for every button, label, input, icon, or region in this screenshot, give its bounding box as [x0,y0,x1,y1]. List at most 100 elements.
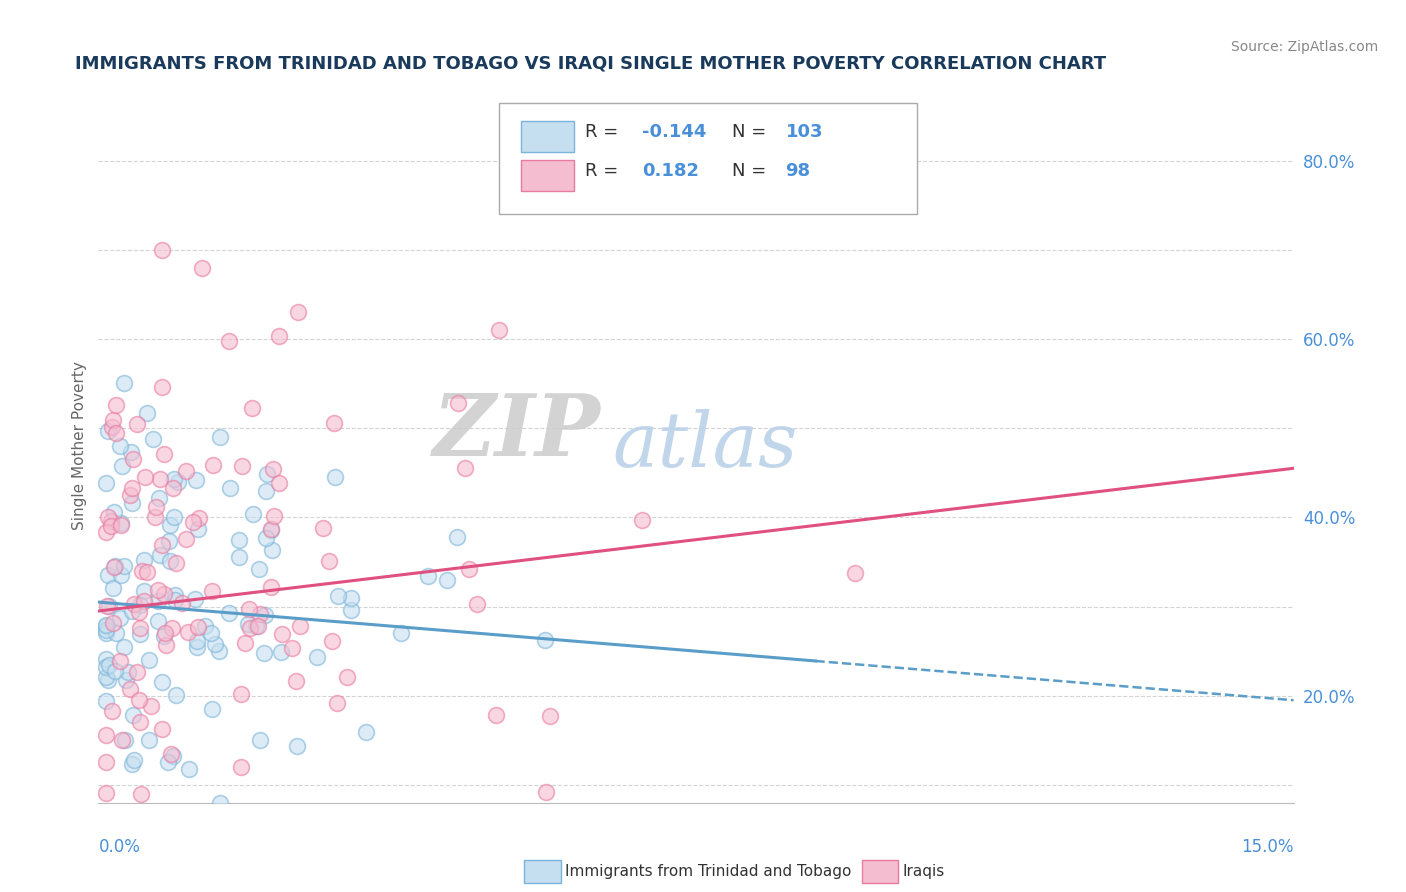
Point [129,621,152,635]
Point [115,673,138,687]
Point [138,653,160,667]
Point [247,562,270,576]
Point [96,659,118,673]
Point [135,406,157,420]
Point [101,616,124,631]
Point [132,584,155,599]
Point [326,590,349,604]
Point [187,620,209,634]
Point [200,702,222,716]
Point [184,473,207,487]
Point [122,708,145,723]
Point [218,481,240,495]
Point [844,566,866,580]
Point [242,508,264,522]
Point [488,323,510,337]
Point [179,762,201,776]
Point [160,621,183,635]
Point [254,607,277,622]
Point [150,538,173,552]
Point [150,380,173,394]
Point [152,722,174,736]
Point [167,475,190,489]
Point [96,617,118,632]
Point [630,513,652,527]
Point [148,615,170,629]
Point [112,640,135,655]
Point [240,401,263,415]
Point [163,592,186,607]
Point [150,243,173,257]
Text: R =: R = [585,123,624,141]
Point [146,582,169,597]
Point [122,451,145,466]
Point [96,728,118,742]
Point [103,559,125,574]
Point [129,787,152,801]
Point [284,673,307,688]
Point [96,524,118,539]
Point [325,696,347,710]
Point [174,464,197,478]
Point [534,633,557,648]
Point [97,424,120,438]
Point [96,475,118,490]
Point [112,558,135,573]
Point [149,472,172,486]
Point [218,334,240,348]
Point [100,519,122,533]
Point [110,568,132,582]
Point [110,516,132,530]
Point [101,413,124,427]
Text: IMMIGRANTS FROM TRINIDAD AND TOBAGO VS IRAQI SINGLE MOTHER POVERTY CORRELATION C: IMMIGRANTS FROM TRINIDAD AND TOBAGO VS I… [75,54,1105,72]
Point [162,749,184,764]
Point [336,670,359,684]
Point [447,396,470,410]
Point [436,573,458,587]
Point [153,447,176,461]
Point [391,626,413,640]
Point [103,505,125,519]
Point [97,510,120,524]
Point [98,599,121,613]
Point [208,644,231,658]
Point [117,665,139,680]
Point [122,752,145,766]
Point [101,705,124,719]
Point [228,549,250,564]
Point [254,531,277,545]
Point [231,458,253,473]
Point [96,694,118,708]
Point [323,416,346,430]
Point [200,626,222,640]
Point [97,657,120,672]
Point [134,470,156,484]
Point [155,639,177,653]
Point [191,260,214,275]
Point [121,756,143,771]
Point [118,681,141,696]
Point [288,619,311,633]
Point [267,476,290,491]
Point [97,568,120,582]
Point [201,583,224,598]
Text: 0.0%: 0.0% [98,838,141,855]
Point [129,627,152,641]
Point [194,618,217,632]
Point [263,509,285,524]
Point [104,558,127,573]
Text: -0.144: -0.144 [643,123,707,141]
Point [127,417,149,432]
Point [340,591,363,606]
Point [131,565,153,579]
Point [323,470,346,484]
Point [446,530,468,544]
Point [121,604,143,618]
Text: N =: N = [733,162,772,180]
FancyBboxPatch shape [522,160,574,191]
Point [231,760,253,774]
Point [121,496,143,510]
Point [104,664,127,678]
Point [245,618,267,632]
Point [108,439,131,453]
